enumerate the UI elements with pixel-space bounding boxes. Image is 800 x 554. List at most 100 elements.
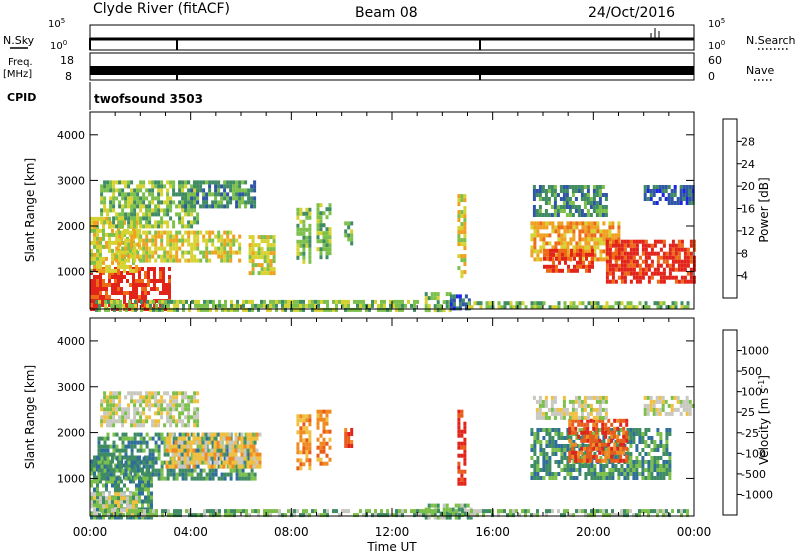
power-data-cell bbox=[133, 234, 137, 239]
velocity-data-cell bbox=[192, 432, 196, 437]
power-data-cell bbox=[158, 307, 161, 312]
power-data-cell bbox=[562, 193, 566, 197]
power-data-cell bbox=[604, 209, 608, 213]
power-data-cell bbox=[105, 295, 108, 299]
velocity-data-cell bbox=[574, 454, 578, 459]
power-data-cell bbox=[133, 192, 137, 197]
velocity-data-cell bbox=[482, 513, 485, 518]
power-data-cell bbox=[181, 242, 185, 247]
velocity-data-cell bbox=[239, 509, 242, 514]
power-data-cell bbox=[614, 247, 618, 252]
velocity-data-cell bbox=[252, 444, 256, 449]
power-data-cell bbox=[157, 192, 161, 197]
velocity-data-cell bbox=[199, 448, 203, 453]
power-data-cell bbox=[656, 271, 660, 276]
power-data-cell bbox=[138, 228, 141, 233]
velocity-data-cell bbox=[644, 460, 648, 464]
power-data-cell bbox=[460, 210, 464, 215]
power-data-cell bbox=[111, 240, 114, 245]
power-data-cell bbox=[644, 267, 648, 272]
power-data-cell bbox=[154, 180, 158, 185]
power-data-cell bbox=[251, 251, 255, 256]
power-data-cell bbox=[148, 188, 152, 193]
velocity-data-cell bbox=[299, 418, 303, 423]
power-data-cell bbox=[635, 243, 639, 248]
velocity-data-cell bbox=[133, 411, 137, 416]
power-data-cell bbox=[591, 248, 594, 253]
power-data-cell bbox=[241, 180, 245, 185]
velocity-data-cell bbox=[656, 476, 660, 480]
velocity-data-cell bbox=[568, 426, 572, 431]
velocity-data-cell bbox=[193, 468, 197, 473]
power-data-cell bbox=[442, 308, 446, 313]
velocity-data-cell bbox=[138, 491, 141, 496]
velocity-data-cell bbox=[557, 464, 561, 468]
velocity-data-cell bbox=[589, 403, 593, 408]
power-data-cell bbox=[638, 267, 642, 272]
velocity-data-cell bbox=[563, 456, 567, 460]
velocity-data-cell bbox=[544, 403, 548, 408]
power-data-cell bbox=[157, 204, 161, 209]
power-data-cell bbox=[433, 308, 437, 313]
velocity-data-cell bbox=[168, 444, 172, 449]
power-data-cell bbox=[220, 250, 224, 255]
velocity-data-cell bbox=[246, 464, 250, 469]
velocity-data-cell bbox=[139, 444, 143, 449]
power-data-cell bbox=[93, 299, 96, 303]
power-data-cell bbox=[673, 193, 677, 197]
velocity-data-cell bbox=[350, 440, 354, 444]
power-data-cell bbox=[124, 204, 128, 209]
velocity-data-cell bbox=[607, 426, 611, 431]
power-data-cell bbox=[570, 248, 573, 253]
velocity-data-cell bbox=[638, 509, 641, 514]
power-data-cell bbox=[566, 225, 570, 230]
velocity-data-cell bbox=[325, 409, 329, 414]
power-data-cell bbox=[674, 279, 678, 284]
power-data-cell bbox=[168, 267, 171, 271]
power-data-cell bbox=[623, 259, 627, 264]
power-data-cell bbox=[602, 221, 606, 226]
power-data-cell bbox=[242, 303, 245, 308]
velocity-data-cell bbox=[118, 419, 122, 424]
power-data-cell bbox=[269, 267, 273, 272]
velocity-data-cell bbox=[533, 440, 537, 444]
power-data-cell bbox=[110, 303, 113, 308]
power-data-cell bbox=[359, 307, 362, 312]
power-data-cell bbox=[181, 200, 185, 205]
power-data-cell bbox=[181, 250, 185, 255]
velocity-data-cell bbox=[275, 509, 278, 514]
velocity-data-cell bbox=[196, 391, 200, 396]
power-data-cell bbox=[582, 260, 585, 265]
power-data-cell bbox=[328, 235, 332, 240]
velocity-data-cell bbox=[187, 407, 191, 412]
velocity-data-cell bbox=[184, 407, 188, 412]
velocity-data-cell bbox=[106, 448, 110, 453]
power-data-cell bbox=[117, 267, 120, 271]
power-data-cell bbox=[175, 234, 179, 239]
velocity-data-cell bbox=[566, 509, 569, 514]
velocity-data-cell bbox=[193, 423, 197, 428]
power-data-cell bbox=[251, 263, 255, 268]
velocity-data-cell bbox=[439, 511, 443, 516]
power-data-cell bbox=[205, 200, 209, 205]
velocity-data-cell bbox=[466, 511, 470, 516]
velocity-data-cell bbox=[105, 504, 108, 509]
power-data-cell bbox=[257, 263, 261, 268]
power-data-cell bbox=[463, 262, 467, 267]
velocity-data-cell bbox=[245, 509, 248, 514]
velocity-data-cell bbox=[247, 456, 251, 461]
power-data-cell bbox=[178, 188, 182, 193]
velocity-data-cell bbox=[544, 395, 548, 400]
velocity-data-cell bbox=[243, 456, 247, 461]
power-data-cell bbox=[118, 188, 122, 193]
velocity-data-cell bbox=[350, 428, 354, 432]
velocity-data-cell bbox=[206, 509, 209, 514]
power-data-cell bbox=[629, 267, 633, 272]
velocity-data-cell bbox=[646, 403, 650, 408]
velocity-data-cell bbox=[586, 454, 590, 459]
velocity-data-cell bbox=[659, 464, 663, 468]
velocity-data-cell bbox=[629, 440, 633, 444]
power-data-cell bbox=[124, 216, 128, 221]
velocity-data-cell bbox=[583, 434, 587, 439]
power-data-cell bbox=[151, 208, 155, 213]
